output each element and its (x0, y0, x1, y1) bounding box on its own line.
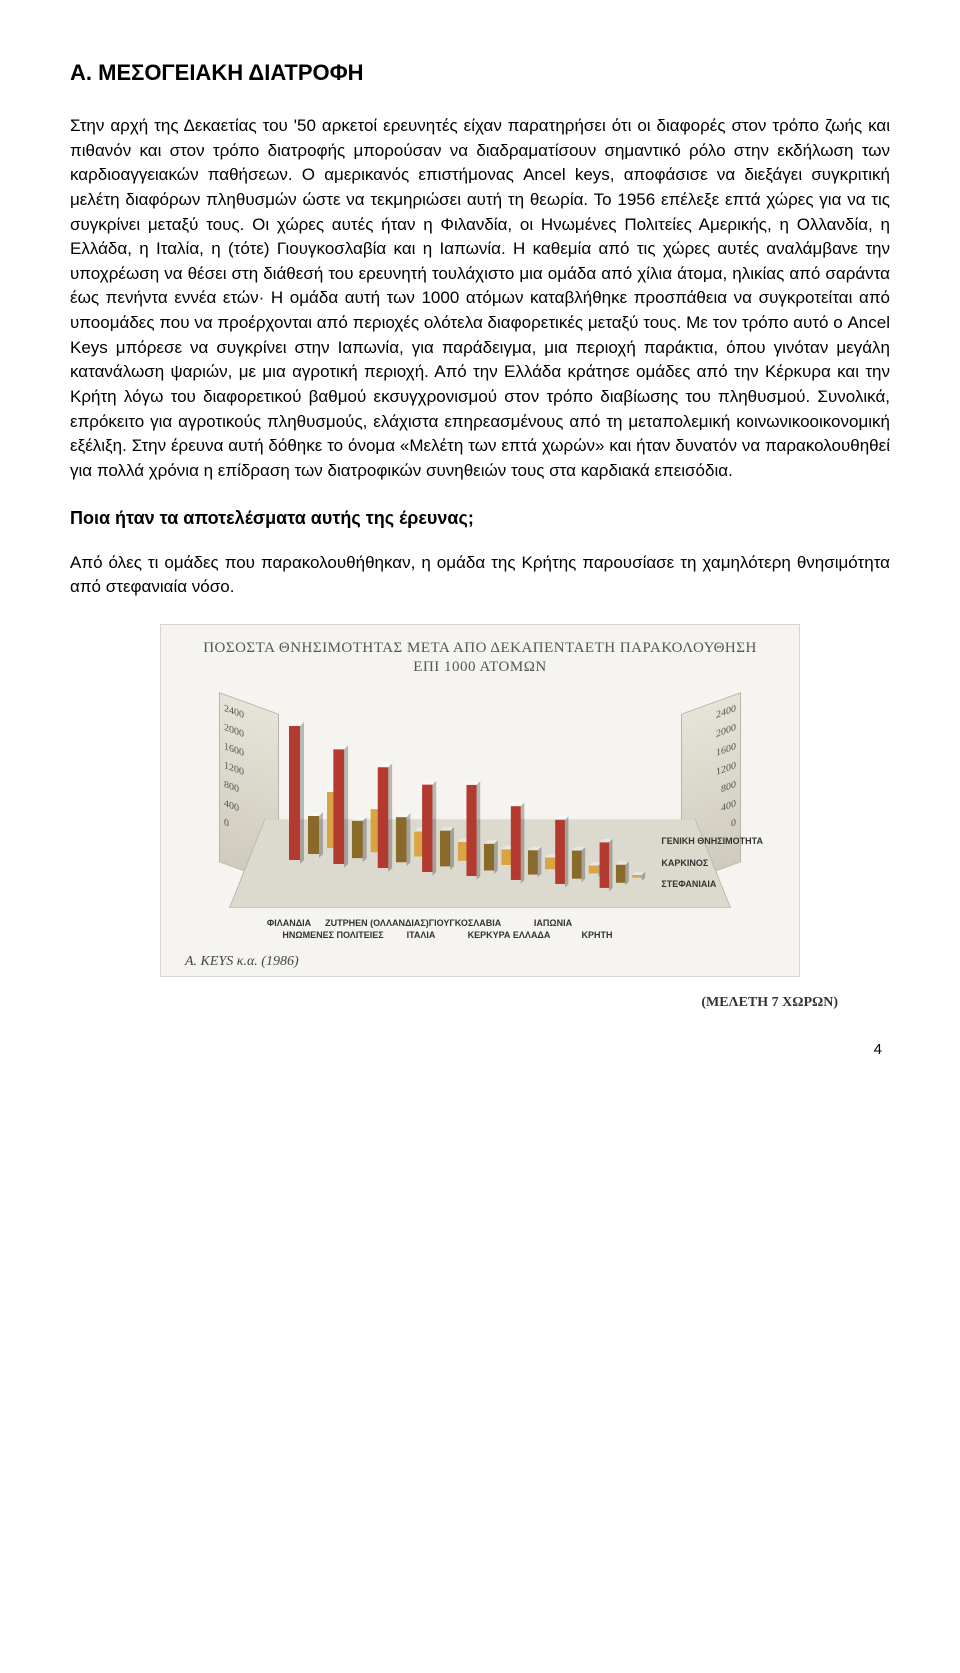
mortality-chart: ΠΟΣΟΣΤΑ ΘΝΗΣΙΜΟΤΗΤΑΣ ΜΕΤΑ ΑΠΟ ΔΕΚΑΠΕΝΤΑΕ… (160, 624, 800, 977)
bar (378, 767, 389, 868)
bar (484, 844, 494, 871)
series-labels: ΓΕΝΙΚΗ ΘΝΗΣΙΜΟΤΗΤΑΚΑΡΚΙΝΟΣΣΤΕΦΑΝΙΑΙΑ (661, 831, 763, 896)
series-label: ΣΤΕΦΑΝΙΑΙΑ (661, 874, 763, 896)
section-title: Α. ΜΕΣΟΓΕΙΑΚΗ ΔΙΑΤΡΟΦΗ (70, 60, 890, 86)
series-label: ΚΑΡΚΙΝΟΣ (661, 853, 763, 875)
chart-title: ΠΟΣΟΣΤΑ ΘΝΗΣΙΜΟΤΗΤΑΣ ΜΕΤΑ ΑΠΟ ΔΕΚΑΠΕΝΤΑΕ… (179, 639, 781, 678)
category-label: ΙΤΑΛΙΑ (407, 930, 436, 940)
chart-bars (279, 708, 681, 898)
category-label: ΦΙΛΑΝΔΙΑ (267, 918, 311, 928)
study-label: (ΜΕΛΕΤΗ 7 ΧΩΡΩΝ) (70, 995, 838, 1011)
bar (555, 820, 565, 884)
bar (333, 750, 344, 864)
bar-group (555, 820, 588, 884)
bar (528, 851, 538, 875)
bar (396, 817, 407, 862)
category-label: ΚΕΡΚΥΡΑ ΕΛΛΑΔΑ (468, 930, 551, 940)
results-question: Ποια ήταν τα αποτελέσματα αυτής της έρευ… (70, 508, 890, 529)
bar (589, 866, 599, 874)
category-label: ΚΡΗΤΗ (582, 930, 613, 940)
bar (308, 816, 319, 854)
chart-source: A. KEYS κ.α. (1986) (179, 954, 781, 970)
bar (422, 784, 432, 872)
paragraph-1: Στην αρχή της Δεκαετίας του '50 αρκετοί … (70, 114, 890, 484)
category-label: ZUTPHEN (ΟΛΛΑΝΔΙΑΣ) (325, 918, 429, 928)
category-label: ΗΝΩΜΕΝΕΣ ΠΟΛΙΤΕΙΕΣ (282, 930, 383, 940)
chart-title-line1: ΠΟΣΟΣΤΑ ΘΝΗΣΙΜΟΤΗΤΑΣ ΜΕΤΑ ΑΠΟ ΔΕΚΑΠΕΝΤΑΕ… (203, 640, 757, 656)
bar-group (466, 785, 500, 876)
chart-body: 24002000160012008004000 2400200016001200… (179, 688, 781, 948)
bar-group (333, 750, 369, 864)
category-label: ΓΙΟΥΓΚΟΣΛΑΒΙΑ (429, 918, 502, 928)
bar (511, 806, 521, 879)
bar-group (378, 767, 414, 868)
bar-group (289, 726, 326, 860)
series-label: ΓΕΝΙΚΗ ΘΝΗΣΙΜΟΤΗΤΑ (661, 831, 763, 853)
bar (616, 865, 625, 883)
bar (632, 875, 641, 877)
bar (352, 821, 363, 858)
bar-group (422, 784, 457, 872)
bar (440, 831, 450, 867)
bar-group (600, 843, 632, 888)
bar (289, 726, 300, 860)
page-number: 4 (70, 1041, 890, 1058)
bar-group (511, 806, 544, 879)
category-label: ΙΑΠΩΝΙΑ (534, 918, 572, 928)
chart-title-line2: ΕΠΙ 1000 ΑΤΟΜΩΝ (413, 659, 546, 675)
paragraph-2: Από όλες τι ομάδες που παρακολουθήθηκαν,… (70, 551, 890, 600)
bar (572, 850, 582, 878)
bar (545, 858, 555, 870)
bar (466, 785, 476, 876)
bar (600, 843, 609, 888)
